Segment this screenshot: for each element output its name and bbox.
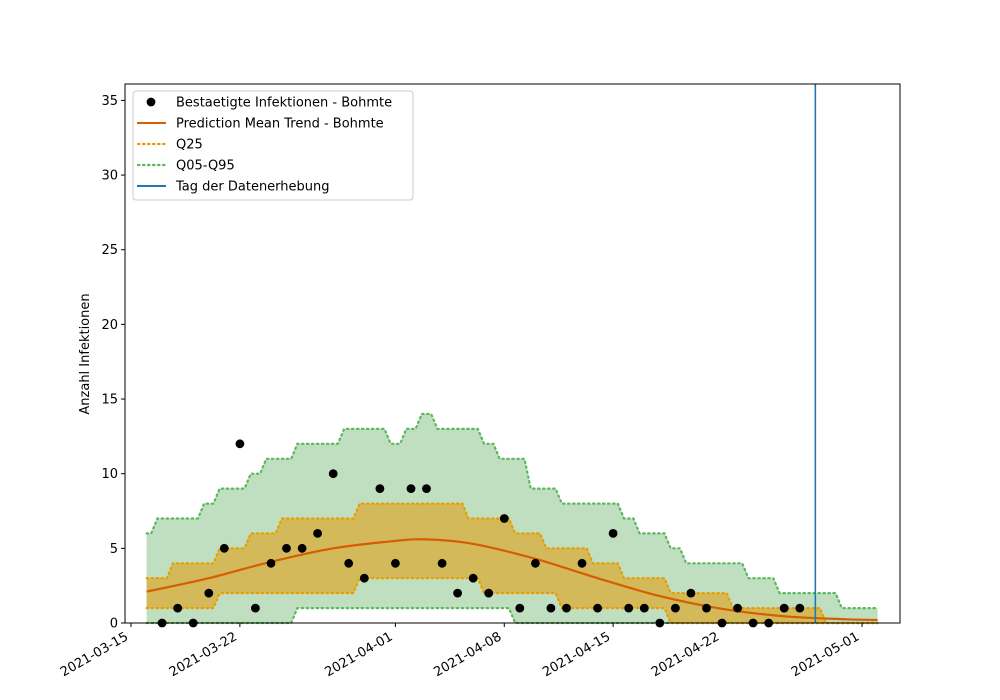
legend-label: Tag der Datenerhebung [175,180,330,195]
observed-point [313,529,322,538]
observed-point [328,469,338,479]
observed-point [219,543,229,553]
observed-point [702,603,711,613]
axes [124,83,901,624]
observed-point [531,558,540,568]
observed-point [562,603,571,613]
observed-point [671,603,680,613]
legend-label: Q05-Q95 [176,159,235,174]
observed-point [406,484,416,493]
legend: Bestaetigte Infektionen - Bohmte Predicti… [132,90,414,201]
observed-point [499,514,509,523]
y-tick-label: 25 [101,243,118,258]
observed-point [437,558,447,568]
q95-line [145,412,879,610]
observed-point [608,529,618,538]
observed-point [235,439,245,449]
observed-point [577,558,587,568]
observed-point [282,543,291,553]
observed-point [297,543,307,553]
observed-point [453,588,462,598]
observed-point [639,603,649,613]
observed-point [468,573,478,583]
axes-frame [124,83,901,624]
observed-point [204,588,214,598]
observed-point [546,603,556,613]
legend-label: Prediction Mean Trend - Bohmte [176,117,384,132]
y-tick-label: 15 [101,393,118,408]
y-tick-label: 10 [101,467,118,482]
y-axis-ticks: 0 5 10 15 20 25 30 35 [101,94,125,632]
observed-point [359,573,369,583]
observed-point [686,588,696,598]
observed-point [484,588,494,598]
observed-point [422,484,431,493]
legend-box [132,90,414,201]
legend-label: Q25 [176,138,203,153]
observed-point [375,484,385,493]
y-axis-label: Anzahl Infektionen [78,293,93,414]
observed-point [733,603,742,613]
legend-label: Bestaetigte Infektionen - Bohmte [176,96,392,111]
y-tick-label: 30 [101,169,118,184]
observed-point [515,603,525,613]
observed-point [266,558,276,568]
observed-point [624,603,634,613]
legend-swatch-dot [146,97,156,107]
y-tick-label: 20 [101,318,118,333]
y-tick-label: 5 [110,542,118,557]
q75-line [145,502,879,625]
observed-point [251,603,260,613]
observed-point [779,603,789,613]
plot-area [145,84,879,628]
observed-point [593,603,602,613]
observed-point [391,558,400,568]
observed-point [344,558,354,568]
observed-point [173,603,183,613]
observed-point [795,603,805,613]
y-tick-label: 0 [110,617,118,632]
y-tick-label: 35 [101,94,118,109]
